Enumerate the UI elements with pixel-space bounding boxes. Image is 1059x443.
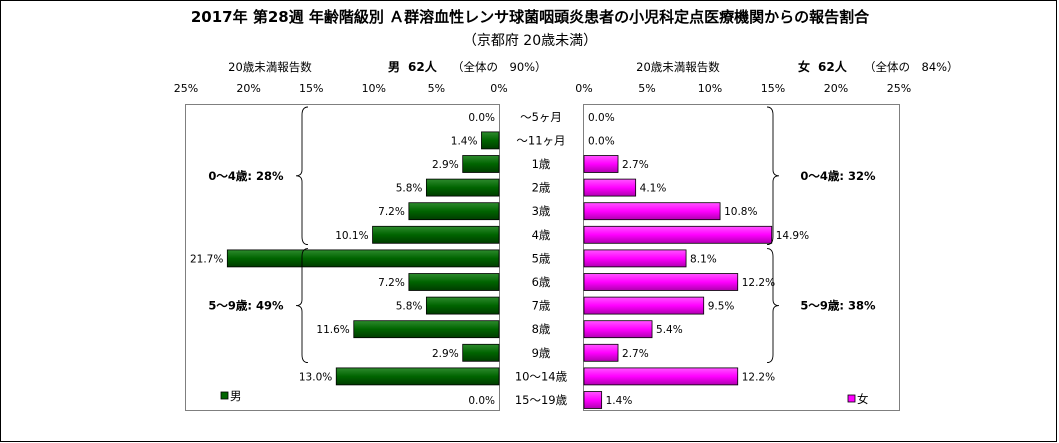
male-summary-share: （全体の 90%） [452,60,547,74]
female-legend-label: 女 [857,392,869,406]
male-plot-frame [185,104,500,411]
female-group-brace [766,106,780,246]
male-legend-swatch [220,391,229,400]
male-bar [226,249,500,268]
male-bar [462,343,500,362]
female-bar [583,249,687,268]
female-plot-frame [583,104,900,411]
female-group-label: 5～9歳: 38% [800,299,876,313]
female-bar [583,155,619,173]
female-bar [583,320,653,339]
female-group-brace [766,248,780,364]
category-label: 6歳 [532,275,551,289]
male-value-label: 21.7% [190,253,223,265]
female-value-label: 0.0% [588,112,615,124]
category-label: 3歳 [532,204,551,218]
male-bar [372,225,500,244]
female-bar [583,367,739,386]
male-value-label: 2.9% [432,348,459,360]
male-bar [408,273,500,291]
female-value-label: 2.7% [622,159,649,171]
male-group-label: 0～4歳: 28% [208,169,284,183]
category-label: 4歳 [532,228,551,242]
female-legend-swatch [847,394,856,403]
male-x-tick-label: 0% [490,82,507,95]
male-bar [481,131,500,150]
male-bar [408,202,500,221]
category-label: 7歳 [532,299,551,313]
male-x-tick-label: 20% [236,82,260,95]
female-value-label: 0.0% [588,135,615,147]
female-bar [583,343,619,362]
male-bar [462,155,500,173]
category-label: 5歳 [532,251,551,265]
category-label: ～5ヶ月 [520,110,562,124]
female-group-label: 0～4歳: 32% [800,169,876,183]
female-x-tick-label: 5% [638,82,655,95]
female-value-label: 4.1% [640,183,667,195]
category-label: 9歳 [532,346,551,360]
male-value-label: 0.0% [468,395,495,407]
male-value-label: 7.2% [378,206,405,218]
chart-title: 2017年 第28週 年齢階級別 Ａ群溶血性レンサ球菌咽頭炎患者の小児科定点医療… [191,8,870,26]
male-value-label: 10.1% [335,230,368,242]
female-count-label: 20歳未満報告数 [636,60,720,74]
male-value-label: 5.8% [396,183,423,195]
female-value-label: 2.7% [622,348,649,360]
female-bar [583,225,773,244]
female-x-tick-label: 15% [761,82,785,95]
male-summary-count: 62人 [408,59,438,74]
male-bar [425,296,500,315]
female-bar [583,178,637,197]
male-count-label: 20歳未満報告数 [228,60,312,74]
male-value-label: 2.9% [432,159,459,171]
male-x-tick-label: 10% [362,82,386,95]
female-value-label: 5.4% [656,324,683,336]
female-bar [583,391,603,409]
male-group-brace [295,248,309,364]
female-value-label: 12.2% [742,371,775,383]
female-value-label: 9.5% [708,301,735,313]
male-legend-label: 男 [230,389,242,403]
female-summary-count: 62人 [818,59,848,74]
female-value-label: 14.9% [776,230,809,242]
chart-subtitle: （京都府 20歳未満） [463,33,597,49]
female-value-label: 1.4% [606,395,633,407]
male-value-label: 11.6% [316,324,349,336]
male-x-tick-label: 5% [428,82,445,95]
female-summary-name: 女 [798,59,810,74]
female-bar [583,202,721,221]
female-summary-share: （全体の 84%） [864,60,959,74]
male-value-label: 13.0% [299,371,332,383]
female-x-tick-label: 25% [887,82,911,95]
male-group-brace [295,106,309,246]
female-x-tick-label: 10% [698,82,722,95]
female-value-label: 12.2% [742,277,775,289]
male-value-label: 5.8% [396,301,423,313]
category-label: ～11ヶ月 [516,133,565,147]
female-x-tick-label: 20% [824,82,848,95]
male-value-label: 0.0% [468,112,495,124]
category-label: 1歳 [532,157,551,171]
female-bar [583,296,705,315]
female-bar [583,273,739,291]
male-bar [425,178,500,197]
female-x-tick-label: 0% [575,82,592,95]
female-value-label: 8.1% [690,253,717,265]
male-summary-name: 男 [388,60,400,74]
category-label: 2歳 [532,181,551,195]
male-x-tick-label: 25% [174,82,198,95]
category-label: 15～19歳 [515,393,568,407]
female-value-label: 10.8% [724,206,757,218]
category-label: 8歳 [532,322,551,336]
male-value-label: 7.2% [378,277,405,289]
male-bar [353,320,500,339]
male-group-label: 5～9歳: 49% [208,299,284,313]
male-x-tick-label: 15% [299,82,323,95]
male-value-label: 1.4% [451,135,478,147]
male-bar [335,367,500,386]
category-label: 10～14歳 [515,369,568,383]
